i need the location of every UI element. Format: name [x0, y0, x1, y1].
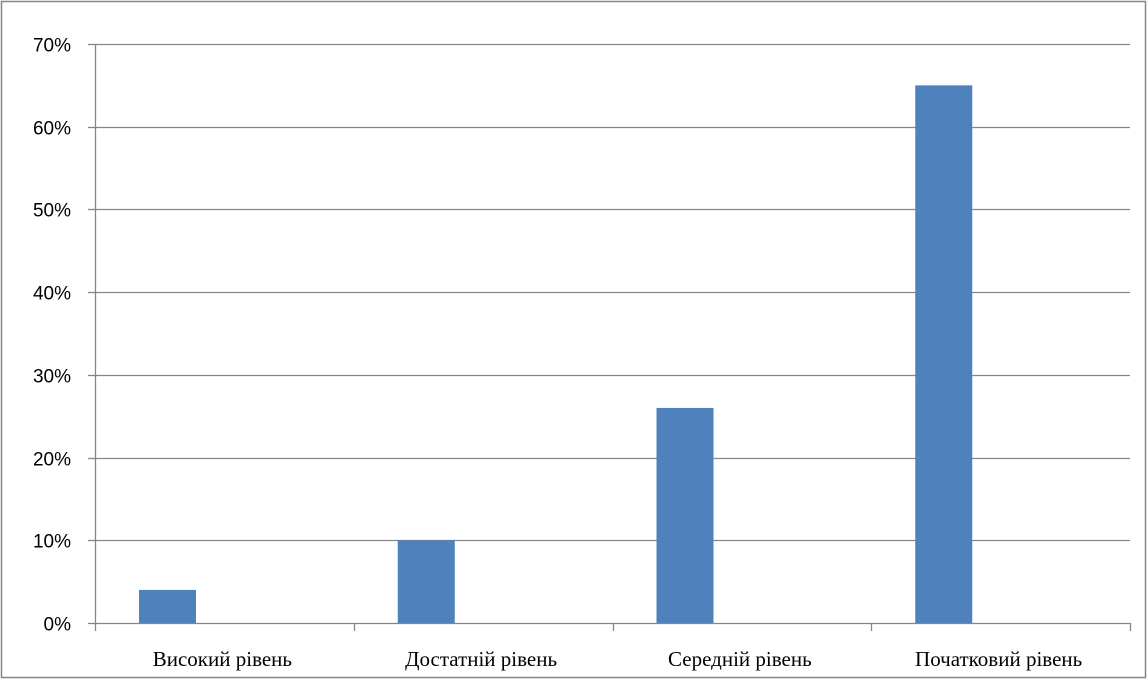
y-axis-tick-labels: 0% 10% 20% 30% 40% 50% 60% 70% [33, 36, 71, 636]
bar [915, 85, 973, 624]
bar [656, 407, 714, 623]
x-tick-label: Достатній рівень [405, 647, 557, 671]
y-tick-label: 40% [33, 284, 71, 305]
y-tick-label: 30% [33, 367, 71, 388]
y-tick-label: 70% [33, 36, 71, 57]
bars [139, 85, 973, 624]
x-axis-tick-labels: Високий рівень Достатній рівень Середній р… [153, 647, 1082, 671]
axes [88, 43, 1132, 631]
y-tick-label: 10% [33, 532, 71, 553]
x-tick-label: Початковий рівень [915, 647, 1082, 671]
x-tick-label: Високий рівень [153, 647, 292, 671]
bar [139, 589, 196, 623]
y-tick-label: 20% [33, 450, 71, 471]
bar [397, 540, 455, 623]
y-tick-label: 50% [33, 201, 71, 222]
gridlines [95, 43, 1130, 542]
y-tick-label: 0% [44, 615, 72, 636]
x-tick-label: Середній рівень [668, 647, 812, 671]
y-tick-label: 60% [33, 119, 71, 140]
